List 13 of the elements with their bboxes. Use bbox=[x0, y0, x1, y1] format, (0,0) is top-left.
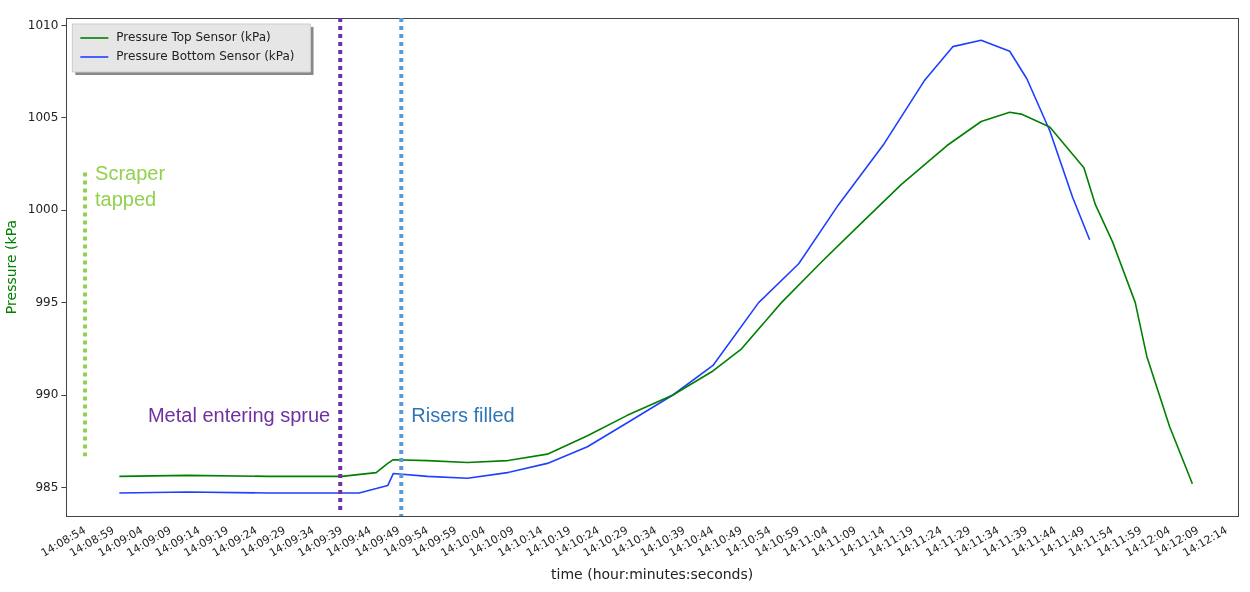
y-tick-label: 1000 bbox=[27, 202, 59, 217]
legend-label: Pressure Bottom Sensor (kPa) bbox=[116, 49, 295, 64]
y-tick-label: 995 bbox=[35, 294, 59, 309]
ref-line-label: Risers filled bbox=[411, 403, 515, 426]
legend-label: Pressure Top Sensor (kPa) bbox=[116, 30, 271, 45]
y-axis-title: Pressure (kPa bbox=[3, 219, 20, 315]
ref-line-label: Scraper tapped bbox=[95, 161, 166, 210]
y-tick-label: 990 bbox=[35, 387, 59, 402]
y-tick-label: 1010 bbox=[27, 17, 59, 32]
ref-line-label: Metal entering sprue bbox=[147, 403, 331, 426]
y-tick-label: 1005 bbox=[27, 109, 59, 124]
x-axis-title: time (hour:minutes:seconds) bbox=[551, 566, 754, 583]
y-tick-label: 985 bbox=[35, 479, 59, 494]
